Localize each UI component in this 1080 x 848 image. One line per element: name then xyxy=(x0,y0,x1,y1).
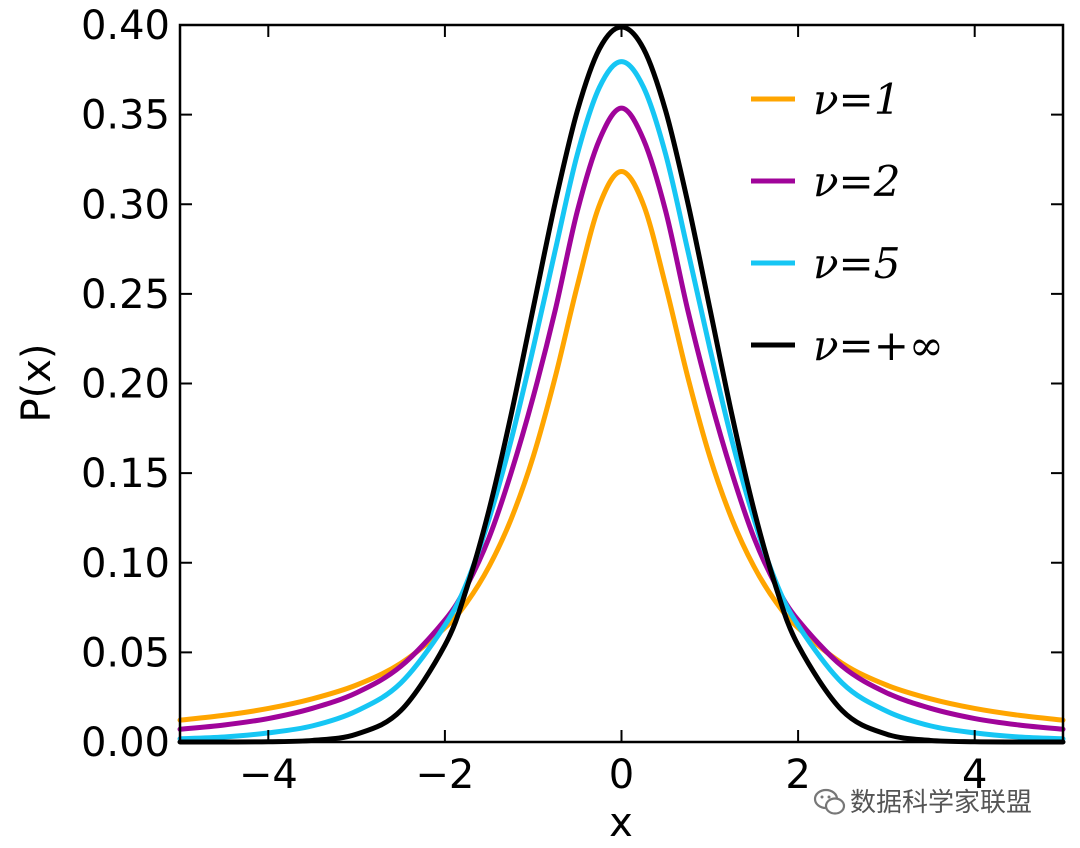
series-line-1 xyxy=(177,105,1066,732)
x-tick-label: −2 xyxy=(415,752,474,798)
watermark-text: 数据科学家联盟 xyxy=(850,788,1032,818)
y-tick-label: 0.10 xyxy=(81,541,170,587)
legend-label: ν=+∞ xyxy=(813,321,944,370)
series-line-0 xyxy=(177,168,1066,723)
series-line-2 xyxy=(177,59,1066,742)
plot-frame xyxy=(178,23,1065,744)
x-axis-ticks: −4 −2 0 2 4 xyxy=(239,25,987,798)
legend-label: ν=1 xyxy=(813,75,900,124)
y-tick-label: 0.35 xyxy=(81,93,170,139)
y-tick-label: 0.25 xyxy=(81,272,170,318)
x-tick-label: 0 xyxy=(609,752,634,798)
y-tick-label: 0.30 xyxy=(81,182,170,228)
x-axis-label: x xyxy=(609,800,633,846)
legend: ν=1 ν=2 ν=5 ν=+∞ xyxy=(751,75,944,370)
y-axis-ticks: 0.00 0.05 0.10 0.15 0.20 0.25 0.30 0.35 0.40 xyxy=(81,3,1063,766)
series-curves xyxy=(177,24,1066,745)
y-tick-label: 0.05 xyxy=(81,630,170,676)
y-axis-label: P(x) xyxy=(14,343,60,422)
x-tick-label: 4 xyxy=(962,752,987,798)
y-tick-label: 0.20 xyxy=(81,362,170,408)
legend-label: ν=5 xyxy=(813,239,900,288)
y-tick-label: 0.40 xyxy=(81,3,170,49)
y-tick-label: 0.00 xyxy=(81,720,170,766)
watermark: 数据科学家联盟 xyxy=(813,788,1032,818)
legend-label: ν=2 xyxy=(813,157,900,206)
x-tick-label: 2 xyxy=(785,752,810,798)
wechat-icon xyxy=(813,788,846,815)
x-tick-label: −4 xyxy=(239,752,298,798)
series-line-3 xyxy=(177,24,1066,745)
y-tick-label: 0.15 xyxy=(81,451,170,497)
